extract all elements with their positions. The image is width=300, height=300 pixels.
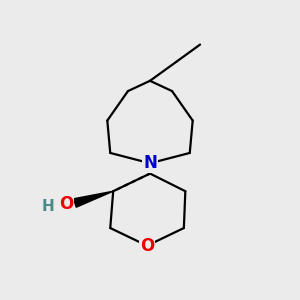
Text: O: O: [140, 237, 154, 255]
Text: H: H: [42, 199, 55, 214]
Text: O: O: [59, 196, 73, 214]
Text: N: N: [143, 154, 157, 172]
Polygon shape: [74, 191, 113, 207]
